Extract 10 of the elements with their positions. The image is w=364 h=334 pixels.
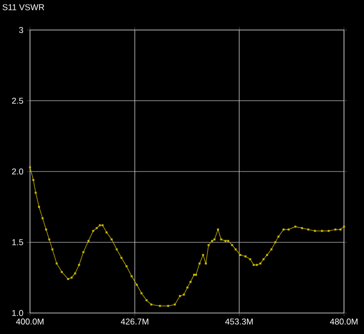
x-tick-label: 426.7M: [120, 318, 148, 325]
y-tick-label: 2.5: [12, 98, 24, 104]
x-tick-label: 480.0M: [330, 318, 358, 325]
x-tick-label: 453.3M: [225, 318, 253, 325]
chart-title: S11 VSWR: [2, 4, 44, 10]
y-tick-label: 1.0: [12, 310, 24, 316]
y-tick-label: 1.5: [12, 239, 24, 246]
x-tick-label: 400.0M: [16, 318, 44, 325]
y-tick-label: 2.0: [12, 168, 24, 175]
y-tick-label: 3: [19, 26, 24, 33]
